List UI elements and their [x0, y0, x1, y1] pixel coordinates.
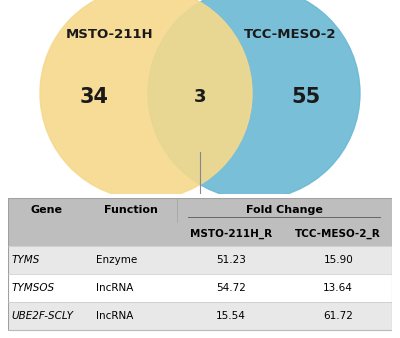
- Bar: [8, 198, 392, 222]
- Text: 61.72: 61.72: [323, 311, 353, 321]
- Text: 55: 55: [291, 87, 321, 107]
- Text: TYMSOS: TYMSOS: [12, 283, 55, 293]
- Text: lncRNA: lncRNA: [96, 283, 134, 293]
- Bar: [8, 222, 392, 246]
- Text: 34: 34: [80, 87, 108, 107]
- Circle shape: [148, 0, 360, 199]
- Bar: [8, 246, 392, 274]
- Text: MSTO-211H: MSTO-211H: [66, 28, 154, 42]
- Text: 15.54: 15.54: [216, 311, 246, 321]
- Text: Gene: Gene: [30, 205, 62, 215]
- Text: MSTO-211H_R: MSTO-211H_R: [190, 228, 272, 239]
- Bar: [8, 274, 392, 302]
- Text: TCC-MESO-2_R: TCC-MESO-2_R: [295, 228, 381, 239]
- Text: TYMS: TYMS: [12, 255, 40, 265]
- Text: 51.23: 51.23: [216, 255, 246, 265]
- Text: Fold Change: Fold Change: [246, 205, 323, 215]
- Text: 15.90: 15.90: [323, 255, 353, 265]
- Text: TCC-MESO-2: TCC-MESO-2: [244, 28, 336, 42]
- Text: UBE2F-SCLY: UBE2F-SCLY: [12, 311, 74, 321]
- Bar: [8, 302, 392, 330]
- Text: 54.72: 54.72: [216, 283, 246, 293]
- Text: 13.64: 13.64: [323, 283, 353, 293]
- Text: Enzyme: Enzyme: [96, 255, 138, 265]
- Text: Function: Function: [104, 205, 158, 215]
- Circle shape: [40, 0, 252, 199]
- Text: lncRNA: lncRNA: [96, 311, 134, 321]
- Text: 3: 3: [194, 88, 206, 106]
